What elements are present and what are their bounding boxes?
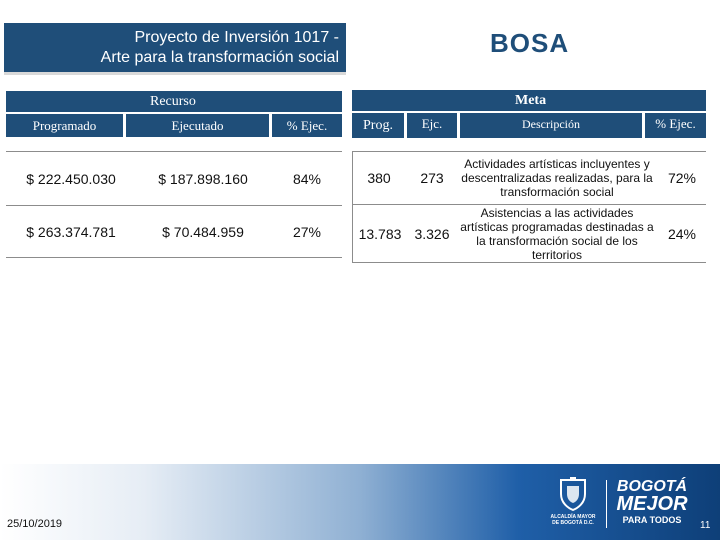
table-row-1-descripcion: Actividades artísticas incluyentes y des… <box>461 157 653 199</box>
recurso-bottom-rule <box>6 257 342 258</box>
table-row-1-recurso-pct: 84% <box>292 170 322 187</box>
project-title-line1: Proyecto de Inversión 1017 - <box>134 29 339 46</box>
table-row-2-prog: 13.783 <box>358 225 402 242</box>
col-programado: Programado <box>6 114 123 137</box>
col-descripcion: Descripción <box>460 113 642 138</box>
recurso-band: Recurso <box>6 91 342 112</box>
project-title-box: Proyecto de Inversión 1017 - Arte para l… <box>4 23 346 75</box>
meta-row1-top-rule <box>352 151 706 152</box>
brand-line1: BOGOTÁ <box>616 478 688 495</box>
page-number: 11 <box>700 520 711 531</box>
table-row-1-ejecutado: $ 187.898.160 <box>158 170 248 187</box>
col-ejecutado: Ejecutado <box>126 114 269 137</box>
recurso-row1-top-rule <box>6 151 342 152</box>
col-prog: Prog. <box>352 113 404 138</box>
recurso-label: Recurso <box>150 94 196 109</box>
table-row-2-ejc: 3.326 <box>414 225 450 242</box>
coat-of-arms-icon <box>560 477 586 512</box>
table-row-2-programado: $ 263.374.781 <box>26 223 116 240</box>
table-row-2-recurso-pct: 27% <box>292 223 322 240</box>
table-row-1-meta-pct: 72% <box>667 170 697 186</box>
alcaldia-logo: ALCALDÍA MAYOR DE BOGOTÁ D.C. <box>547 476 599 532</box>
meta-row-separator <box>352 204 706 205</box>
table-row-2-ejecutado: $ 70.484.959 <box>162 223 244 240</box>
bogota-mejor-logo: BOGOTÁ MEJOR PARA TODOS <box>614 476 690 532</box>
table-row-2-meta-pct: 24% <box>667 225 697 242</box>
meta-label: Meta <box>515 93 547 108</box>
table-row-2-descripcion: Asistencias a las actividades artísticas… <box>460 205 654 262</box>
col-ejc: Ejc. <box>407 113 457 138</box>
meta-bottom-rule <box>352 262 706 263</box>
meta-band: Meta <box>352 90 706 111</box>
brand-line3: PARA TODOS <box>622 515 682 525</box>
recurso-row-separator <box>6 205 342 206</box>
col-meta-pct: % Ejec. <box>645 113 706 138</box>
alcaldia-logo-text: ALCALDÍA MAYOR DE BOGOTÁ D.C. <box>550 514 596 526</box>
footer-date: 25/10/2019 <box>7 518 63 530</box>
logo-divider <box>606 480 607 528</box>
project-title-line2: Arte para la transformación social <box>100 49 339 66</box>
col-recurso-pct: % Ejec. <box>272 114 342 137</box>
meta-left-rule <box>352 151 353 262</box>
table-row-1-ejc: 273 <box>420 170 444 186</box>
table-row-1-prog: 380 <box>367 170 391 186</box>
brand-line2: MEJOR <box>616 493 688 515</box>
table-row-1-programado: $ 222.450.030 <box>26 170 116 187</box>
footer-band <box>0 464 720 540</box>
locality-title: BOSA <box>490 28 570 58</box>
